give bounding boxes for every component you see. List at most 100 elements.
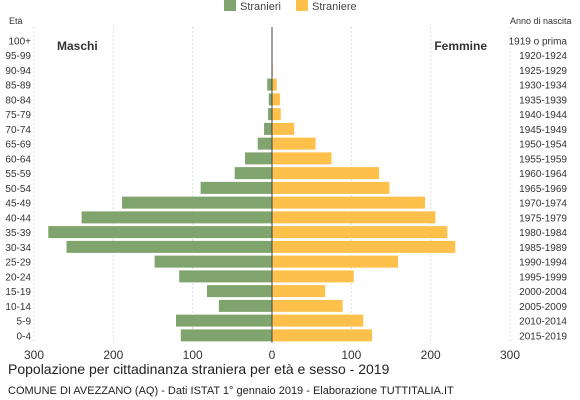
x-tick-label: 200 [103, 348, 123, 362]
age-label: 95-99 [5, 51, 31, 62]
bar-stranieri [66, 240, 272, 253]
bar-stranieri [48, 226, 272, 239]
age-label: 10-14 [5, 302, 31, 313]
bar-stranieri [218, 299, 272, 312]
bar-straniere [272, 167, 380, 180]
birth-year-label: 2005-2009 [519, 302, 567, 313]
left-side-label: Maschi [57, 39, 98, 53]
bar-stranieri [180, 329, 272, 342]
x-tick-label: 300 [24, 348, 44, 362]
age-labels: 100+ 95-99 90-94 85-89 80-84 75-79 70-74 65-69 6… [5, 36, 31, 342]
legend-label-straniere: Straniere [312, 1, 357, 13]
bar-straniere [272, 211, 436, 224]
legend-swatch-stranieri [224, 0, 236, 11]
bar-stranieri [257, 137, 272, 150]
bar-straniere [272, 226, 448, 239]
chart-subtitle: COMUNE DI AVEZZANO (AQ) - Dati ISTAT 1° … [8, 385, 454, 397]
bar-straniere [272, 181, 390, 194]
birth-year-labels: 1919 o prima 1920-1924 1925-1929 1930-1934 1… [509, 36, 568, 342]
bar-straniere [272, 152, 332, 165]
bar-stranieri [154, 255, 272, 268]
age-label: 20-24 [5, 272, 31, 283]
bar-straniere [272, 196, 426, 209]
age-label: 15-19 [5, 287, 31, 298]
birth-year-label: 1945-1949 [519, 125, 567, 136]
birth-year-label: 1960-1964 [519, 169, 567, 180]
birth-year-label: 1925-1929 [519, 66, 567, 77]
birth-year-label: 1950-1954 [519, 140, 567, 151]
bar-stranieri [179, 270, 272, 283]
age-label: 65-69 [5, 140, 31, 151]
bar-straniere [272, 255, 399, 268]
bar-straniere [272, 329, 372, 342]
bar-stranieri [122, 196, 272, 209]
bar-stranieri [81, 211, 272, 224]
birth-year-label: 1980-1984 [519, 228, 567, 239]
age-label: 60-64 [5, 154, 31, 165]
x-tick-label: 100 [341, 348, 361, 362]
age-label: 70-74 [5, 125, 31, 136]
legend: Stranieri Straniere [224, 0, 357, 13]
birth-year-label: 1975-1979 [519, 213, 567, 224]
bar-straniere [272, 240, 456, 253]
birth-year-label: 1955-1959 [519, 154, 567, 165]
bar-stranieri [200, 181, 272, 194]
age-label: 85-89 [5, 81, 31, 92]
age-label: 100+ [8, 36, 31, 47]
age-label: 90-94 [5, 66, 31, 77]
age-label: 55-59 [5, 169, 31, 180]
bar-straniere [272, 108, 281, 121]
x-tick-label: 100 [183, 348, 203, 362]
x-tick-label: 200 [421, 348, 441, 362]
birth-year-label: 1930-1934 [519, 81, 567, 92]
age-label: 50-54 [5, 184, 31, 195]
bar-straniere [272, 137, 316, 150]
legend-label-stranieri: Stranieri [240, 1, 281, 13]
birth-year-label: 1935-1939 [519, 95, 567, 106]
age-label: 25-29 [5, 258, 31, 269]
birth-year-label: 1920-1924 [519, 51, 567, 62]
bar-straniere [272, 78, 277, 91]
birth-year-label: 1940-1944 [519, 110, 567, 121]
bar-straniere [272, 122, 295, 135]
right-side-label: Femmine [434, 39, 487, 53]
age-label: 75-79 [5, 110, 31, 121]
bar-stranieri [264, 122, 272, 135]
bar-straniere [272, 270, 354, 283]
bar-straniere [272, 314, 364, 327]
bar-stranieri [176, 314, 272, 327]
birth-year-label: 2000-2004 [519, 287, 567, 298]
age-label: 5-9 [17, 317, 32, 328]
birth-year-label: 1919 o prima [509, 36, 568, 47]
bar-straniere [272, 299, 343, 312]
birth-year-label: 2010-2014 [519, 317, 567, 328]
bar-stranieri [268, 93, 272, 106]
bar-stranieri [268, 108, 272, 121]
chart-title: Popolazione per cittadinanza straniera p… [8, 361, 390, 377]
age-label: 80-84 [5, 95, 31, 106]
bar-stranieri [234, 167, 272, 180]
birth-year-label: 1970-1974 [519, 199, 567, 210]
bar-stranieri [206, 285, 272, 298]
birth-year-label: 1985-1989 [519, 243, 567, 254]
birth-year-label: 2015-2019 [519, 331, 567, 342]
right-axis-label: Anno di nascita [510, 16, 572, 26]
birth-year-label: 1965-1969 [519, 184, 567, 195]
bar-stranieri [245, 152, 272, 165]
birth-year-label: 1990-1994 [519, 258, 567, 269]
bar-stranieri [267, 78, 272, 91]
x-tick-label: 0 [269, 348, 276, 362]
age-label: 40-44 [5, 213, 31, 224]
age-label: 0-4 [17, 331, 32, 342]
age-label: 35-39 [5, 228, 31, 239]
bar-straniere [272, 285, 326, 298]
bars [48, 63, 456, 342]
age-label: 45-49 [5, 199, 31, 210]
legend-swatch-straniere [296, 0, 308, 11]
bar-straniere [272, 93, 280, 106]
birth-year-label: 1995-1999 [519, 272, 567, 283]
x-tick-label: 300 [500, 348, 520, 362]
left-axis-label: Età [9, 16, 23, 26]
age-label: 30-34 [5, 243, 31, 254]
